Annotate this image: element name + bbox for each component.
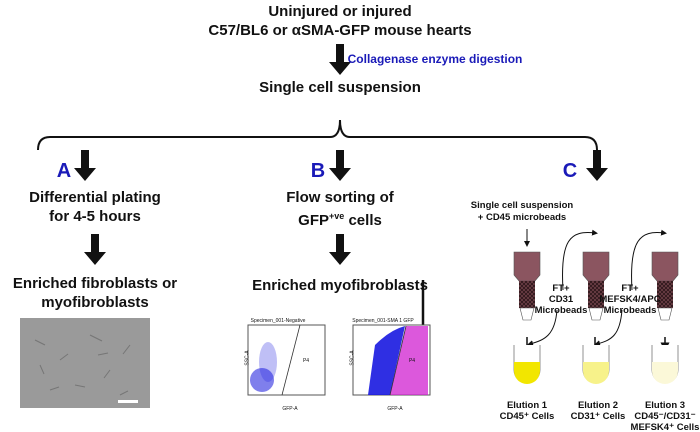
plot1-xlabel: GFP-A [282, 406, 298, 412]
ft1-1: FT+ [552, 283, 570, 294]
elution1-2: CD45⁺ Cells [499, 411, 555, 422]
branch-b-label: B [310, 160, 326, 182]
elution3-2: CD45⁻/CD31⁻ [634, 411, 696, 422]
ft2-1: FT+ [621, 283, 639, 294]
plot1-ylabel: SSC-A [244, 350, 251, 366]
branch-c-label: C [562, 160, 578, 182]
branch-a-step-2: for 4-5 hours [49, 208, 141, 225]
branch-brace [37, 119, 598, 151]
branch-a-result-1: Enriched fibroblasts or [12, 275, 178, 292]
flow-plot-negative [247, 324, 326, 396]
source-line-1: Uninjured or injured [268, 3, 412, 20]
ft1-3: Microbeads [534, 305, 588, 316]
branch-b-result: Enriched myofibroblasts [252, 277, 428, 294]
plot2-title: Specimen_001-SMA 1 GFP [352, 318, 414, 324]
plot1-title: Specimen_001-Negative [250, 318, 306, 324]
elution3-1: Elution 3 [644, 400, 686, 411]
ft2-3: Microbeads [603, 305, 657, 316]
elution1-1: Elution 1 [506, 400, 548, 411]
branch-b-step-2: GFP+ve cells [298, 207, 382, 230]
branch-b-step-1: Flow sorting of [286, 189, 394, 206]
ft2-2: MEFSK4/APC [599, 294, 661, 305]
cells-text: cells [344, 212, 382, 229]
plot2-gate: P4 [408, 358, 416, 364]
digestion-label: Collagenase enzyme digestion [347, 52, 523, 66]
microscope-image [20, 318, 150, 408]
c-input-2: + CD45 microbeads [477, 212, 567, 223]
c-input-1: Single cell suspension [470, 200, 574, 211]
branch-a-result-2: myofibroblasts [41, 294, 149, 311]
facs-columns [513, 229, 679, 384]
elution2-2: CD31⁺ Cells [570, 411, 626, 422]
flow-plot-positive [352, 324, 431, 396]
elution2-1: Elution 2 [577, 400, 619, 411]
plot2-xlabel: GFP-A [387, 406, 403, 412]
plot2-ylabel: SSC-A [349, 350, 356, 366]
gfp-text: GFP [298, 212, 330, 229]
thick-arrows [74, 44, 608, 265]
branch-a-label: A [56, 160, 72, 182]
plot1-gate: P4 [302, 358, 310, 364]
source-line-2: C57/BL6 or αSMA-GFP mouse hearts [208, 22, 472, 39]
single-cell-label: Single cell suspension [259, 79, 421, 96]
gfp-sup: +ve [329, 211, 345, 221]
branch-a-step-1: Differential plating [29, 189, 161, 206]
ft1-2: CD31 [548, 294, 574, 305]
elution3-3: MEFSK4⁺ Cells [630, 422, 700, 432]
